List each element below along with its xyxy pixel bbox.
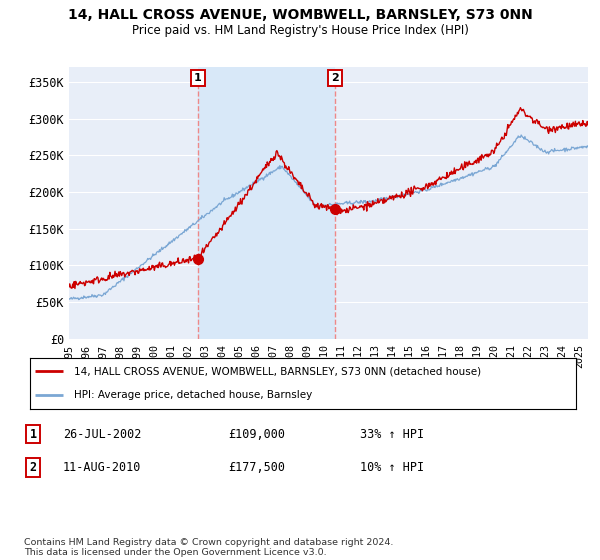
Text: 2: 2 xyxy=(331,73,338,83)
Text: 1: 1 xyxy=(29,427,37,441)
Text: 26-JUL-2002: 26-JUL-2002 xyxy=(63,427,142,441)
Text: £177,500: £177,500 xyxy=(228,461,285,474)
Bar xyxy=(198,67,335,339)
Text: 10% ↑ HPI: 10% ↑ HPI xyxy=(360,461,424,474)
Text: 1: 1 xyxy=(194,73,202,83)
Text: Contains HM Land Registry data © Crown copyright and database right 2024.
This d: Contains HM Land Registry data © Crown c… xyxy=(24,538,394,557)
Text: Price paid vs. HM Land Registry's House Price Index (HPI): Price paid vs. HM Land Registry's House … xyxy=(131,24,469,36)
Text: 33% ↑ HPI: 33% ↑ HPI xyxy=(360,427,424,441)
Text: 14, HALL CROSS AVENUE, WOMBWELL, BARNSLEY, S73 0NN: 14, HALL CROSS AVENUE, WOMBWELL, BARNSLE… xyxy=(68,8,532,22)
Text: 14, HALL CROSS AVENUE, WOMBWELL, BARNSLEY, S73 0NN (detached house): 14, HALL CROSS AVENUE, WOMBWELL, BARNSLE… xyxy=(74,366,481,376)
Text: HPI: Average price, detached house, Barnsley: HPI: Average price, detached house, Barn… xyxy=(74,390,312,400)
Text: 2: 2 xyxy=(29,461,37,474)
Text: 11-AUG-2010: 11-AUG-2010 xyxy=(63,461,142,474)
Text: £109,000: £109,000 xyxy=(228,427,285,441)
